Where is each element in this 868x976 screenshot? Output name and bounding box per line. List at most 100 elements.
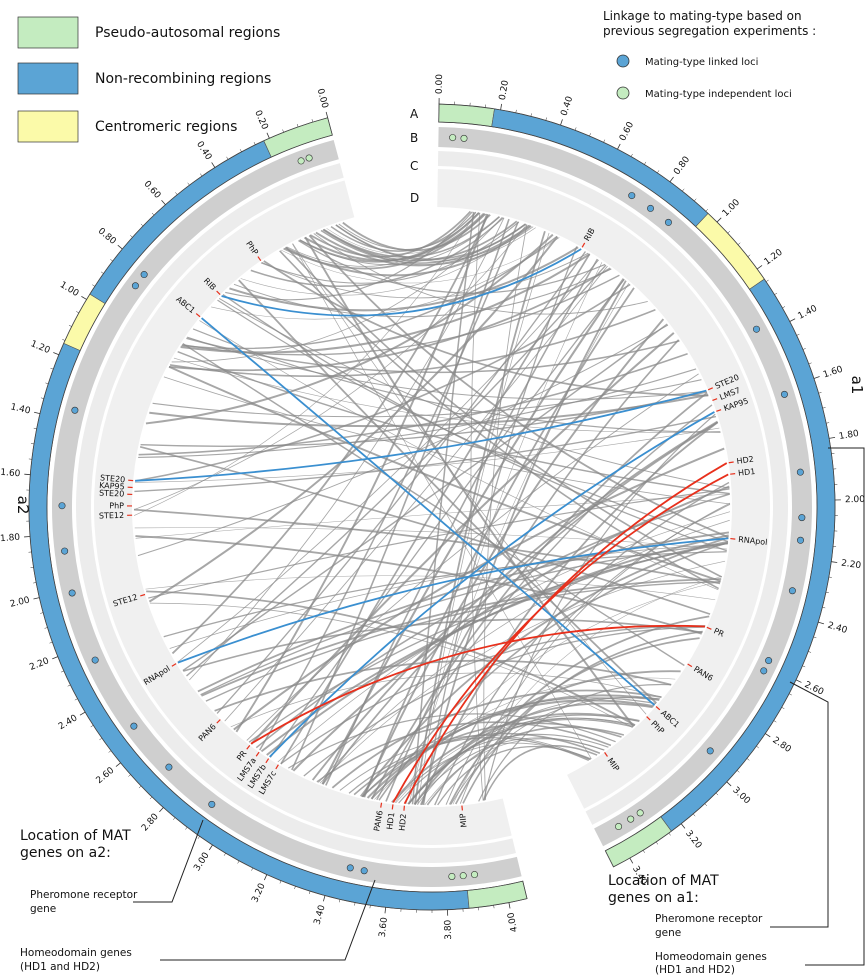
minor-tick	[822, 407, 826, 409]
tick-label: 1.80	[838, 429, 860, 442]
gene-link	[201, 317, 656, 706]
tick-label: 1.20	[29, 339, 52, 356]
background-link	[318, 519, 730, 783]
minor-tick	[828, 576, 832, 578]
minor-tick	[279, 880, 282, 884]
minor-tick	[756, 745, 759, 749]
annotation: Homeodomain genes	[20, 947, 132, 959]
gene-link	[250, 624, 706, 745]
locus-dot	[664, 218, 672, 226]
annotation: Location of MAT	[608, 873, 719, 889]
track-d	[437, 169, 771, 809]
gene-link	[221, 248, 582, 317]
annotation: (HD1 and HD2)	[655, 964, 735, 976]
tick	[680, 823, 686, 829]
tick	[384, 907, 387, 914]
gene-link	[269, 411, 715, 758]
background-link	[240, 224, 529, 296]
tick	[726, 781, 732, 787]
tick	[325, 111, 329, 118]
minor-tick	[60, 670, 64, 673]
minor-tick	[765, 279, 769, 282]
tick-label: 3.40	[313, 904, 328, 926]
minor-tick	[515, 109, 517, 113]
gene-marker	[255, 751, 260, 757]
background-link	[376, 404, 713, 801]
minor-tick	[796, 333, 800, 336]
background-link	[360, 536, 729, 797]
background-link	[235, 213, 488, 733]
tick	[117, 244, 123, 250]
background-link	[133, 508, 721, 585]
minor-tick	[175, 192, 178, 195]
tick	[211, 162, 216, 168]
locus-dot	[788, 587, 796, 595]
minor-tick	[50, 367, 54, 370]
background-link	[426, 726, 625, 806]
background-link	[322, 421, 719, 785]
track-label: D	[410, 191, 419, 205]
background-link	[216, 251, 586, 714]
minor-tick	[90, 725, 94, 728]
minor-tick	[45, 382, 49, 385]
minor-tick	[62, 339, 66, 341]
tick-label: 1.40	[9, 402, 31, 416]
gene-link	[177, 537, 729, 664]
tick	[161, 199, 166, 205]
tick	[52, 656, 58, 660]
annotation: genes on a1:	[608, 890, 699, 906]
locus-dot	[61, 547, 69, 555]
minor-tick	[808, 651, 812, 653]
minor-tick	[813, 636, 817, 639]
tick-label: 0.00	[435, 74, 445, 94]
locus-dot	[706, 747, 714, 755]
gene-label: PR	[712, 626, 726, 639]
locus-dot	[797, 536, 805, 544]
locus-dot	[615, 823, 623, 831]
background-link	[370, 694, 660, 800]
tick	[508, 902, 511, 909]
gene-marker	[257, 256, 262, 261]
minor-tick	[657, 170, 660, 174]
background-link	[445, 503, 731, 805]
locus-dot	[627, 815, 635, 823]
legend-label: Centromeric regions	[95, 119, 237, 135]
gene-label: PAN6	[372, 810, 384, 832]
background-link	[152, 379, 702, 418]
minor-tick	[694, 198, 697, 202]
locus-dot	[208, 800, 216, 808]
minor-tick	[822, 606, 826, 609]
ring-outline	[438, 103, 836, 868]
background-link	[316, 721, 612, 783]
gene-marker	[380, 802, 383, 808]
tick-label: 3.00	[192, 851, 211, 873]
annotation: genes on a2:	[20, 845, 111, 861]
tick-label: 2.40	[57, 713, 80, 732]
minor-tick	[68, 324, 72, 327]
minor-tick	[253, 141, 256, 145]
locus-dot	[459, 872, 467, 880]
tick	[323, 895, 326, 902]
locus-dot	[68, 589, 76, 597]
background-link	[478, 683, 672, 802]
minor-tick	[630, 153, 633, 157]
background-link	[139, 446, 711, 615]
gene-label: PhP	[109, 501, 124, 510]
gene-marker	[728, 461, 734, 464]
minor-tick	[808, 362, 812, 365]
minor-tick	[545, 117, 547, 121]
locus-dot	[360, 867, 368, 875]
tick-label: 0.60	[618, 120, 636, 143]
annotation: gene	[30, 903, 56, 915]
gene-label: KAP95	[99, 481, 125, 492]
background-link	[362, 318, 665, 798]
legend-title: previous segregation experiments :	[603, 24, 816, 38]
leader-line	[160, 879, 376, 961]
tick-label: 0.00	[315, 88, 330, 110]
tick-label: 4.00	[506, 911, 520, 933]
gene-label: HD2	[736, 455, 754, 466]
gene-marker	[646, 716, 651, 721]
tick-label: 3.60	[378, 916, 390, 937]
minor-tick	[74, 698, 78, 701]
minor-tick	[185, 826, 188, 830]
